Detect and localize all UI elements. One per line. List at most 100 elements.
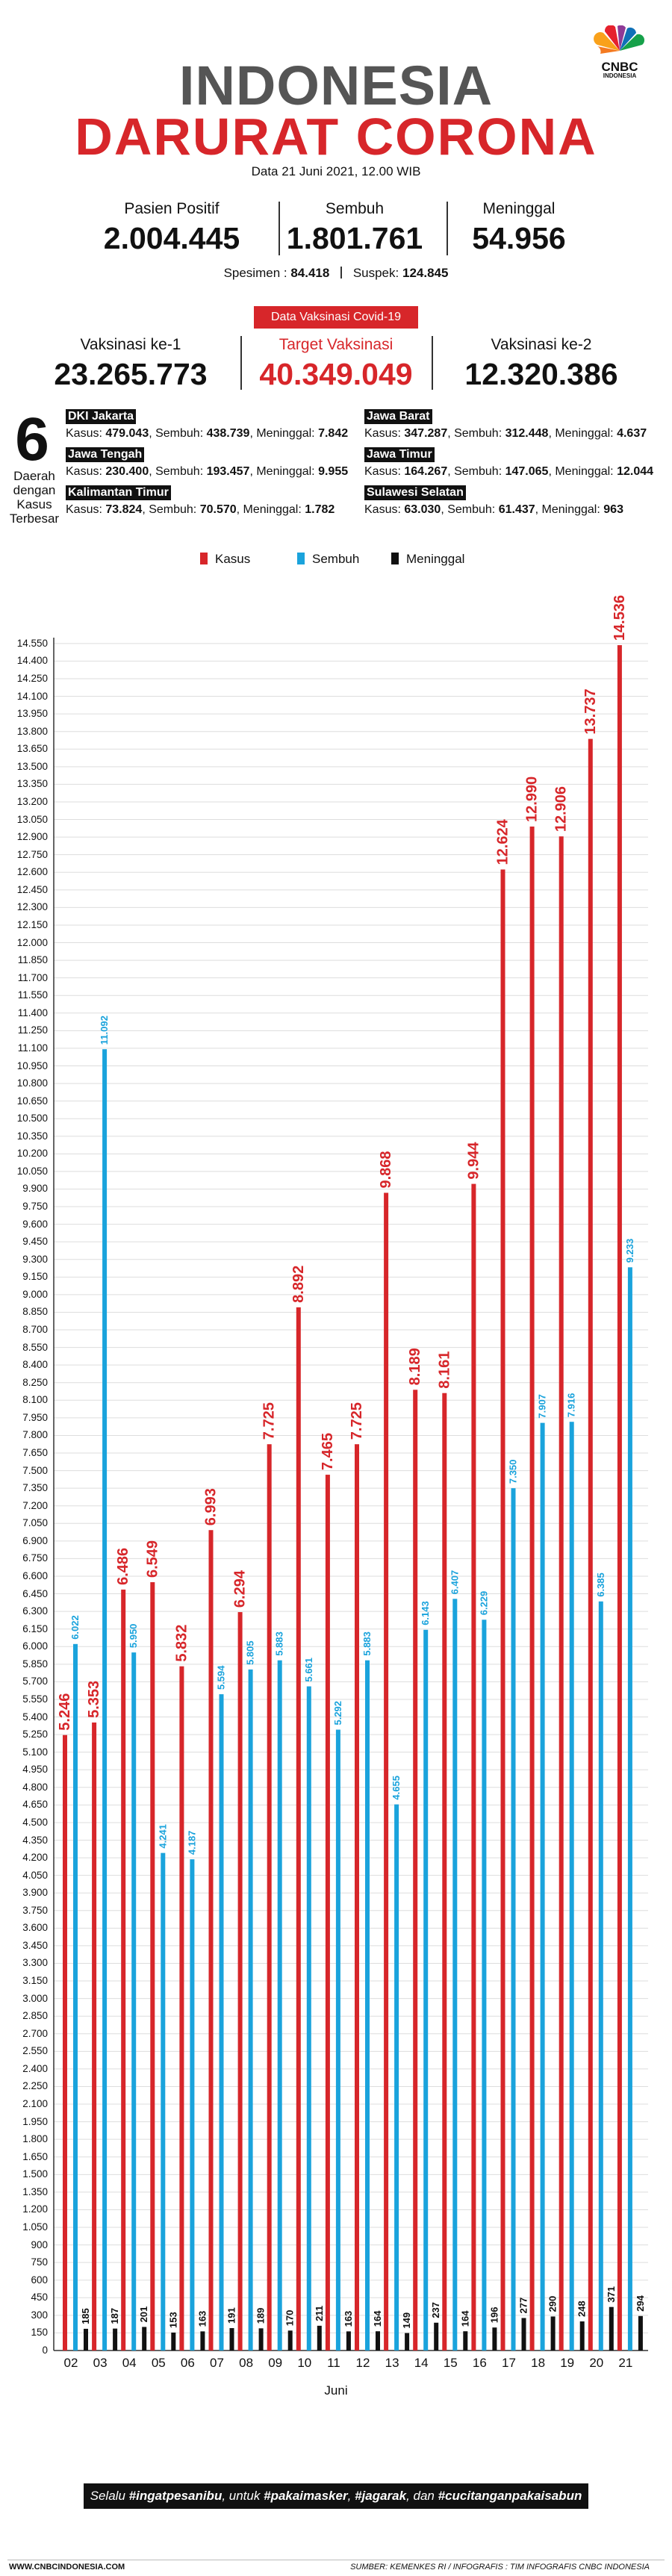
data-label-kasus: 7.465: [320, 1433, 336, 1470]
stat-deaths-label: Meninggal: [482, 200, 556, 217]
data-label-kasus: 9.868: [378, 1151, 394, 1188]
bar-sembuh: [569, 1422, 574, 2351]
region-detail: Kasus: 63.030, Sembuh: 61.437, Meninggal…: [364, 503, 623, 516]
bar-kasus: [237, 1612, 243, 2351]
y-tick-label: 14.100: [16, 690, 48, 702]
legend-label: Sembuh: [312, 552, 360, 566]
region-detail: Kasus: 479.043, Sembuh: 438.739, Meningg…: [66, 427, 349, 440]
stat-positive-value: 2.004.445: [103, 221, 240, 255]
data-label-sembuh: 9.233: [624, 1239, 635, 1263]
x-tick-label: 19: [560, 2356, 575, 2370]
region-item: Sulawesi Selatan Kasus: 63.030, Sembuh: 6…: [364, 485, 623, 518]
hashtag: #ingatpesanibu: [128, 2489, 223, 2503]
y-tick-label: 12.900: [16, 831, 48, 843]
vaccine-dose1-value: 23.265.773: [54, 357, 208, 391]
bar-sembuh: [394, 1804, 399, 2351]
data-label-sembuh: 6.385: [595, 1572, 606, 1597]
data-label-meninggal: 189: [255, 2308, 267, 2324]
y-tick-label: 2.550: [22, 2045, 48, 2057]
legend-item-kasus: Kasus: [200, 551, 250, 567]
title-line2: DARURAT CORONA: [75, 108, 597, 166]
bar-meninggal: [258, 2328, 264, 2351]
stat-positive: Pasien Positif 2.004.445: [75, 200, 269, 255]
bar-sembuh: [190, 1859, 195, 2351]
data-label-kasus: 7.725: [261, 1402, 278, 1440]
bar-sembuh: [102, 1049, 108, 2351]
bar-sembuh: [131, 1652, 137, 2351]
y-tick-label: 4.800: [22, 1781, 48, 1793]
y-tick-label: 450: [31, 2292, 48, 2303]
bar-meninggal: [463, 2331, 468, 2351]
y-tick-label: 7.800: [22, 1429, 48, 1441]
data-label-kasus: 13.737: [582, 688, 599, 734]
y-tick-label: 4.350: [22, 1834, 48, 1846]
data-label-sembuh: 6.229: [478, 1591, 489, 1616]
y-tick-label: 6.450: [22, 1587, 48, 1599]
x-tick-label: 11: [327, 2356, 340, 2370]
y-tick-label: 3.450: [22, 1939, 48, 1951]
vaccine-target-value: 40.349.049: [259, 357, 413, 391]
data-label-sembuh: 5.883: [274, 1631, 285, 1656]
y-tick-label: 900: [31, 2239, 48, 2250]
data-label-sembuh: 7.907: [537, 1394, 548, 1419]
y-tick-label: 8.100: [22, 1394, 48, 1406]
y-tick-label: 7.350: [22, 1482, 48, 1494]
y-tick-label: 11.100: [17, 1042, 48, 1054]
vaccine-badge: Data Vaksinasi Covid-19: [254, 306, 418, 329]
region-name: DKI Jakarta: [66, 409, 137, 424]
y-tick-label: 9.000: [22, 1288, 48, 1300]
bar-sembuh: [598, 1601, 603, 2351]
y-tick-label: 11.850: [17, 954, 48, 966]
region-detail: Kasus: 347.287, Sembuh: 312.448, Meningg…: [364, 427, 647, 440]
x-tick-label: 02: [63, 2356, 78, 2370]
x-axis-label: Juni: [324, 2383, 348, 2398]
y-tick-label: 7.950: [22, 1411, 48, 1423]
bar-sembuh: [511, 1488, 516, 2351]
data-label-kasus: 8.892: [290, 1266, 307, 1303]
bar-sembuh: [335, 1729, 340, 2351]
region-count: 6: [15, 405, 49, 473]
bar-kasus: [529, 826, 535, 2351]
bar-sembuh: [482, 1620, 487, 2351]
tagline-mid: , untuk: [222, 2489, 261, 2503]
bar-sembuh: [219, 1694, 224, 2351]
hashtag: #pakaimasker: [264, 2489, 348, 2503]
y-tick-label: 6.600: [22, 1569, 48, 1581]
y-tick-label: 13.050: [16, 813, 48, 825]
y-tick-label: 12.300: [16, 901, 48, 913]
bar-kasus: [150, 1581, 155, 2351]
divider: [340, 267, 343, 279]
bar-sembuh: [248, 1669, 253, 2351]
bar-kasus: [355, 1444, 359, 2351]
data-label-sembuh: 5.292: [332, 1701, 343, 1726]
vaccine-dose2-label: Vaksinasi ke-2: [491, 336, 592, 353]
data-label-meninggal: 163: [343, 2311, 354, 2327]
bar-kasus: [267, 1444, 272, 2351]
divider: [447, 202, 448, 255]
x-tick-label: 04: [122, 2356, 137, 2370]
y-tick-label: 300: [31, 2309, 48, 2321]
y-tick-label: 750: [31, 2256, 48, 2268]
divider: [432, 336, 433, 390]
data-label-meninggal: 149: [401, 2312, 412, 2329]
data-label-sembuh: 4.241: [157, 1824, 168, 1849]
y-tick-label: 2.250: [22, 2080, 48, 2092]
website-link[interactable]: WWW.CNBCINDONESIA.COM: [9, 2563, 125, 2572]
x-tick-label: 13: [385, 2356, 399, 2370]
data-label-sembuh: 5.950: [128, 1624, 139, 1649]
logo-text: CNBC: [601, 60, 638, 74]
y-tick-label: 3.300: [22, 1957, 48, 1969]
y-tick-label: 2.400: [22, 2062, 48, 2074]
y-tick-label: 10.800: [16, 1077, 48, 1089]
y-tick-label: 14.400: [16, 655, 48, 667]
data-label-kasus: 12.624: [495, 818, 511, 865]
data-label-meninggal: 164: [372, 2310, 383, 2327]
data-label-meninggal: 277: [518, 2297, 529, 2314]
region-item: DKI Jakarta Kasus: 479.043, Sembuh: 438.7…: [66, 409, 348, 442]
source-credit: SUMBER: KEMENKES RI / INFOGRAFIS : TIM I…: [350, 2563, 650, 2572]
bar-kasus: [63, 1735, 67, 2351]
y-tick-label: 9.600: [22, 1218, 48, 1230]
y-tick-label: 10.950: [16, 1060, 48, 1071]
data-label-kasus: 6.486: [115, 1548, 131, 1585]
